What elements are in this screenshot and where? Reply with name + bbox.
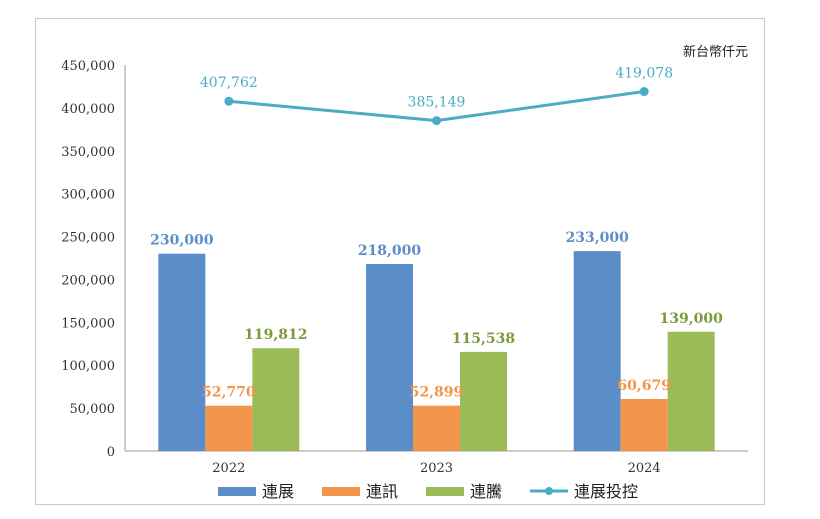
y-tick-label: 250,000: [61, 231, 115, 246]
y-tick-label: 100,000: [61, 359, 115, 374]
data-label: 52,899: [410, 385, 464, 401]
data-label: 115,538: [452, 331, 515, 347]
bar-連訊: [620, 398, 668, 451]
legend-label: 連展投控: [574, 482, 638, 501]
data-label: 60,679: [617, 378, 671, 394]
bar-連展: [366, 264, 413, 451]
line-point: [224, 96, 234, 106]
x-tick-label: 2024: [628, 461, 661, 476]
bar-連訊: [413, 405, 460, 451]
y-tick-label: 200,000: [61, 273, 115, 288]
data-label: 233,000: [566, 230, 630, 246]
legend-swatch: [426, 487, 464, 496]
legend-marker: [545, 487, 553, 495]
data-label: 52,770: [202, 385, 256, 401]
legend-swatch: [322, 487, 360, 496]
y-tick-label: 150,000: [61, 316, 115, 331]
data-label: 419,078: [615, 66, 673, 82]
y-tick-label: 400,000: [61, 102, 115, 117]
chart-frame: [35, 18, 765, 505]
y-tick-label: 350,000: [61, 145, 115, 160]
bar-連騰: [460, 351, 507, 451]
x-tick-label: 2023: [420, 461, 453, 476]
y-tick-label: 300,000: [61, 188, 115, 203]
bar-連騰: [667, 331, 715, 451]
x-tick-label: 2022: [212, 461, 245, 476]
legend-label: 連展: [262, 482, 294, 501]
bar-連訊: [205, 405, 253, 451]
legend-label: 連訊: [366, 482, 398, 501]
y-tick-label: 450,000: [61, 59, 115, 74]
data-label: 407,762: [200, 75, 258, 91]
legend-label: 連騰: [470, 482, 502, 501]
legend-swatch: [218, 487, 256, 496]
unit-label: 新台幣仟元: [683, 44, 748, 60]
line-point: [432, 116, 441, 126]
line-point: [639, 87, 649, 97]
data-label: 119,812: [244, 327, 307, 343]
bar-連展: [573, 251, 621, 451]
data-label: 218,000: [358, 243, 422, 259]
y-tick-label: 50,000: [70, 402, 116, 417]
data-label: 385,149: [408, 95, 466, 111]
y-tick-label: 0: [107, 445, 115, 460]
bar-連展: [158, 253, 206, 451]
data-label: 139,000: [660, 311, 724, 327]
data-label: 230,000: [150, 233, 214, 249]
bar-連騰: [252, 348, 300, 451]
